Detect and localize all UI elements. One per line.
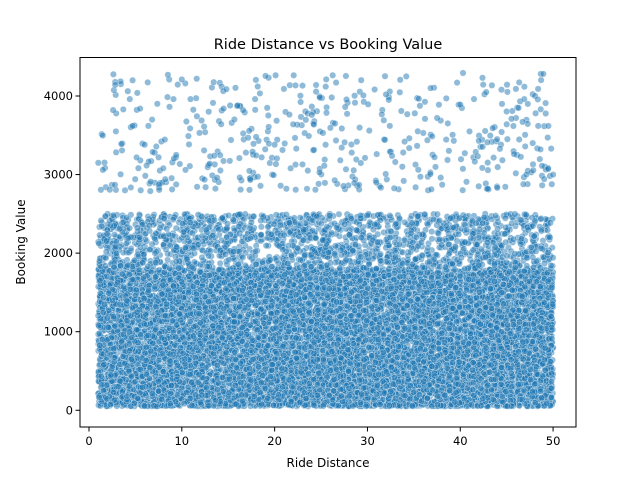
chart-title: Ride Distance vs Booking Value [214, 37, 443, 53]
scatter-points-layer [94, 69, 557, 410]
